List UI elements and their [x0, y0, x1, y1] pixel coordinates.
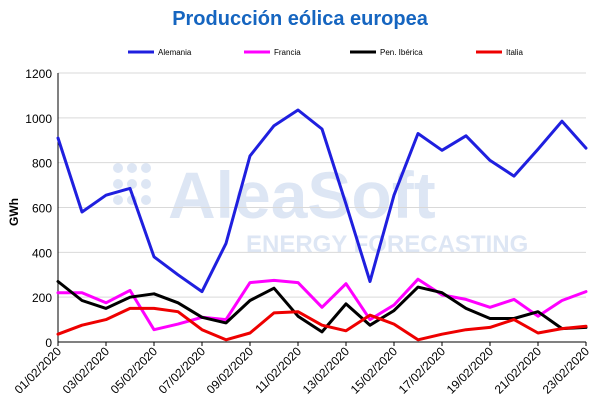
series-line-pen-ib-rica	[56, 280, 588, 334]
x-tick-label: 19/02/2020	[444, 344, 497, 397]
x-tick-label: 23/02/2020	[540, 344, 593, 397]
watermark-tagline: ENERGY FORECASTING	[246, 231, 528, 258]
x-tick-label: 21/02/2020	[492, 344, 545, 397]
y-tick-label: 1000	[25, 112, 52, 126]
legend-label: Pen. Ibérica	[380, 48, 423, 57]
y-tick-label: 600	[32, 202, 52, 216]
x-tick-label: 03/02/2020	[60, 344, 113, 397]
x-tick-label: 13/02/2020	[300, 344, 353, 397]
x-tick-label: 07/02/2020	[156, 344, 209, 397]
legend-label: Alemania	[158, 48, 192, 57]
y-tick-label: 200	[32, 291, 52, 305]
y-axis-label: GWh	[7, 198, 21, 226]
series-layer	[56, 108, 588, 342]
y-tick-label: 0	[45, 336, 52, 350]
x-tick-label: 01/02/2020	[12, 344, 65, 397]
legend: Alemania Francia Pen. Ibérica Italia	[128, 48, 523, 57]
watermark-dots-icon	[113, 163, 151, 205]
x-tick-label: 05/02/2020	[108, 344, 161, 397]
x-tick-label: 09/02/2020	[204, 344, 257, 397]
y-tick-label: 1200	[25, 67, 52, 81]
series-line-francia	[56, 277, 588, 332]
x-tick-label: 15/02/2020	[348, 344, 401, 397]
legend-label: Francia	[274, 48, 301, 57]
x-tick-label: 17/02/2020	[396, 344, 449, 397]
series-line-alemania	[56, 108, 588, 294]
watermark-logo: AleaSoft ENERGY FORECASTING	[113, 158, 528, 258]
watermark-brand: AleaSoft	[168, 158, 436, 232]
y-tick-label: 800	[32, 157, 52, 171]
y-tick-label: 400	[32, 246, 52, 260]
x-tick-label: 11/02/2020	[252, 344, 304, 396]
series-line-italia	[56, 306, 588, 342]
legend-label: Italia	[506, 48, 523, 57]
chart-title: Producción eólica europea	[172, 8, 428, 30]
